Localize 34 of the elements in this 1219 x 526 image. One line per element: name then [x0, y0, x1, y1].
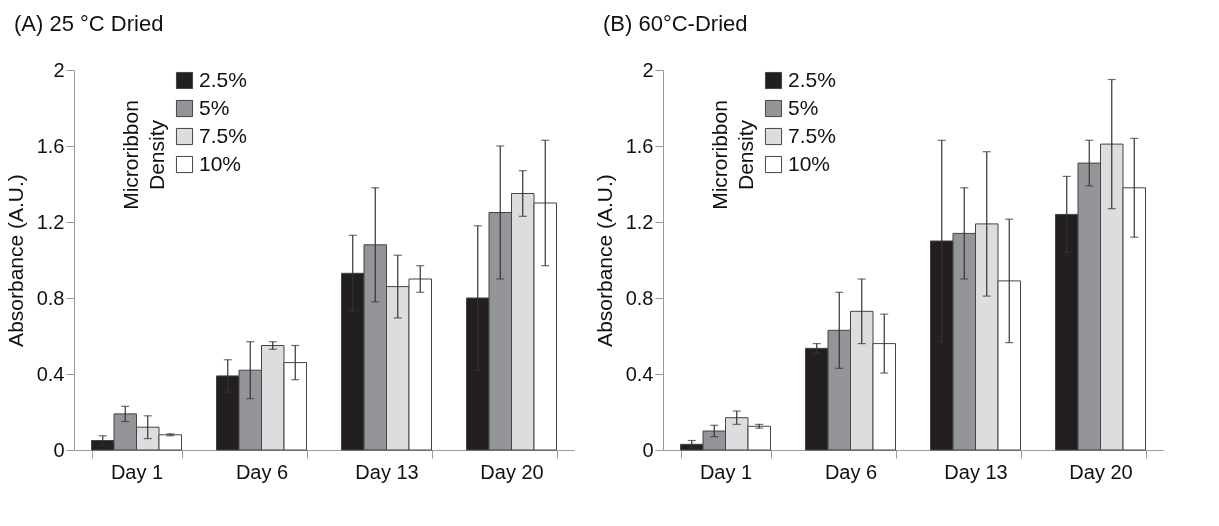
y-tick-label: 1.2	[625, 210, 654, 233]
legend-label: 7.5%	[199, 123, 247, 147]
legend-label: 7.5%	[788, 123, 836, 147]
legend-label: 10%	[788, 151, 831, 175]
y-tick-label: 0.8	[36, 286, 65, 309]
y-tick-label: 2	[53, 58, 65, 81]
legend-label: 10%	[199, 151, 242, 175]
x-tick-label: Day 13	[355, 460, 419, 483]
x-tick-label: Day 20	[1069, 460, 1133, 483]
legend-label: 5%	[199, 95, 230, 119]
x-tick-label: Day 20	[480, 460, 544, 483]
x-tick-label: Day 6	[235, 460, 289, 483]
legend-title: Microribbon Density	[119, 100, 168, 210]
y-tick-label: 1.6	[625, 134, 654, 157]
y-tick-label: 1.6	[36, 134, 65, 157]
legend-label: 2.5%	[788, 67, 836, 91]
chart-title: (B) 60°C-Dried	[603, 11, 748, 36]
y-tick-label: 0.8	[625, 286, 654, 309]
y-axis-title: Absorbance (A.U.)	[592, 174, 616, 347]
x-tick-label: Day 1	[699, 460, 753, 483]
x-tick-label: Day 13	[944, 460, 1008, 483]
y-tick-label: 0.4	[36, 362, 65, 385]
y-tick-label: 2	[642, 58, 654, 81]
legend-title: Microribbon Density	[708, 100, 757, 210]
x-tick-label: Day 6	[824, 460, 878, 483]
legend-label: 5%	[788, 95, 819, 119]
y-tick-label: 0.4	[625, 362, 654, 385]
y-tick-label: 0	[53, 438, 65, 461]
y-tick-label: 1.2	[36, 210, 65, 233]
x-tick-label: Day 1	[110, 460, 164, 483]
legend-label: 2.5%	[199, 67, 247, 91]
y-axis-title: Absorbance (A.U.)	[3, 174, 27, 347]
y-tick-label: 0	[642, 438, 654, 461]
chart-title: (A) 25 °C Dried	[14, 11, 164, 36]
